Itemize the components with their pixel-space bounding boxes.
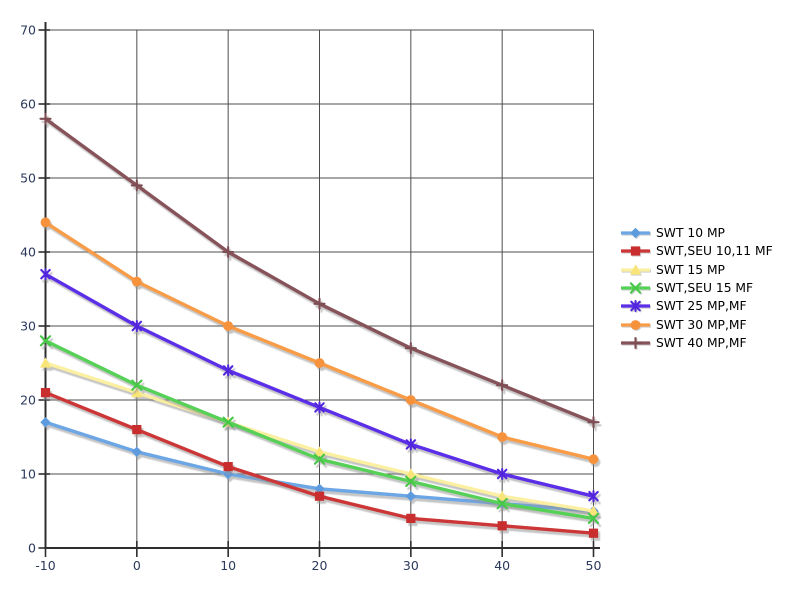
circle-marker-icon xyxy=(621,319,650,330)
x-tick-label: 40 xyxy=(494,558,510,573)
x-marker-icon xyxy=(621,282,650,294)
tick-labels: 0 10 20 30 40 50 60 70 -10 0 10 20 30 40 50 xyxy=(20,23,601,574)
legend-label: SWT 15 MP xyxy=(656,262,725,277)
legend-item: SWT 10 MP xyxy=(620,224,773,242)
series-swt-30-mp-mf xyxy=(40,217,599,465)
y-tick-label: 40 xyxy=(20,245,36,260)
asterisk-marker-icon xyxy=(621,300,650,313)
x-tick-label: 10 xyxy=(220,558,236,573)
y-tick-label: 50 xyxy=(20,171,36,186)
x-tick-label: -10 xyxy=(35,558,55,573)
y-tick-label: 70 xyxy=(20,23,36,38)
legend-item: SWT,SEU 10,11 MF xyxy=(620,242,773,260)
axes xyxy=(38,22,600,557)
y-tick-label: 20 xyxy=(20,393,36,408)
y-tick-label: 30 xyxy=(20,319,36,334)
legend-label: SWT 30 MP,MF xyxy=(656,317,747,332)
square-marker-icon xyxy=(621,246,650,257)
gridlines xyxy=(45,29,594,549)
legend-label: SWT 10 MP xyxy=(656,226,725,241)
legend-label: SWT,SEU 15 MF xyxy=(656,281,754,296)
series-swt-15-mp xyxy=(39,357,600,516)
legend-label: SWT,SEU 10,11 MF xyxy=(656,244,773,259)
y-tick-label: 10 xyxy=(20,467,36,482)
legend-label: SWT 25 MP,MF xyxy=(656,299,747,314)
legend-item: SWT 40 MP,MF xyxy=(620,334,773,352)
plus-marker-icon xyxy=(621,336,650,349)
x-tick-label: 50 xyxy=(586,558,602,573)
legend-item: SWT 30 MP,MF xyxy=(620,315,773,333)
x-tick-label: 0 xyxy=(133,558,141,573)
x-tick-label: 20 xyxy=(312,558,328,573)
legend-item: SWT 15 MP xyxy=(620,261,773,279)
series-swt-seu-15-mf xyxy=(39,335,600,525)
legend-item: SWT 25 MP,MF xyxy=(620,297,773,315)
series-swt-25-mp-mf xyxy=(40,268,599,503)
series-swt-seu-10-11-mf xyxy=(40,388,599,538)
y-tick-label: 60 xyxy=(20,97,36,112)
legend-item: SWT,SEU 15 MF xyxy=(620,279,773,297)
series-swt-40-mp-mf xyxy=(39,112,600,429)
y-tick-label: 0 xyxy=(28,541,36,556)
legend-label: SWT 40 MP,MF xyxy=(656,335,747,350)
legend: SWT 10 MP SWT,SEU 10,11 MF SWT 15 MP SWT,SE… xyxy=(620,224,773,352)
triangle-marker-icon xyxy=(621,264,650,275)
x-tick-label: 30 xyxy=(403,558,419,573)
diamond-marker-icon xyxy=(621,227,650,239)
